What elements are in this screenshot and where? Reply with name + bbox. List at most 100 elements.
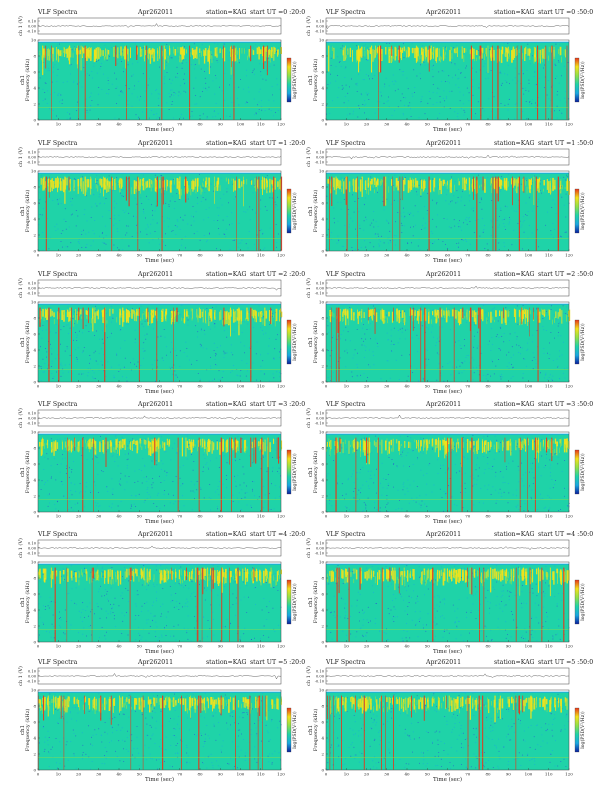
chart-title: VLF Spectra [37,271,78,278]
y-axis-label: ch1 [308,725,314,735]
x-axis-label: Time (sec) [145,388,174,395]
colorbar [286,579,292,625]
y-tick-label: 8 [33,576,36,581]
x-tick-label: 70 [465,122,471,127]
x-tick-label: 90 [218,122,224,127]
spectrogram-panel: VLF Spectra Apr262011 station=KAG start UT … [290,654,593,783]
x-tick-label: 100 [237,514,245,519]
x-tick-label: 80 [485,253,491,258]
x-tick-label: 10 [344,644,350,649]
y-tick-label: 4 [33,478,36,483]
x-tick-label: 120 [277,384,285,389]
waveform-axis-label: ch 1 (V) [305,666,312,686]
waveform-tick-label: -0.10 [27,161,37,165]
chart-station: station=KAG [206,271,247,278]
x-tick-label: 70 [177,644,183,649]
colorbar-label: log(PSD(V²/Hz)) [291,453,298,491]
x-tick-label: 120 [565,122,573,127]
y-tick-label: 4 [33,86,36,91]
x-tick-label: 120 [565,644,573,649]
chart-date: Apr262011 [137,659,173,666]
x-axis-label: Time (sec) [433,648,462,655]
spectrogram-panel: VLF Spectra Apr262011 station=KAG start UT … [2,654,305,783]
x-tick-label: 20 [76,644,82,649]
x-tick-label: 20 [364,122,370,127]
x-tick-label: 20 [364,253,370,258]
spectrogram-panel: VLF Spectra Apr262011 station=KAG start UT … [2,135,305,264]
waveform-tick-label: -0.10 [27,680,37,684]
x-tick-label: 70 [177,772,183,777]
colorbar-label: log(PSD(V²/Hz)) [579,711,586,749]
y-tick-label: 0 [33,380,36,385]
y-tick-label: 10 [319,169,325,174]
y-axis-label: Frequency (kHz) [24,190,31,233]
x-tick-label: 120 [277,772,285,777]
spectrogram-panel: VLF Spectra Apr262011 station=KAG start UT … [290,4,593,133]
x-tick-label: 60 [445,122,451,127]
x-tick-label: 80 [485,514,491,519]
waveform-tick-label: 0.10 [28,412,37,416]
waveform-trace [325,546,570,550]
spectrogram-image [38,40,282,120]
x-tick-label: 70 [177,253,183,258]
chart-date: Apr262011 [137,401,173,408]
colorbar [286,449,292,495]
x-tick-label: 30 [96,772,102,777]
x-axis-label: Time (sec) [145,776,174,783]
spectrogram-chart: VLF Spectra Apr262011 station=KAG start UT … [17,659,305,783]
y-tick-label: 0 [33,640,36,645]
y-tick-label: 8 [321,185,324,190]
y-tick-label: 10 [31,169,37,174]
x-tick-label: 50 [137,384,143,389]
waveform-tick-label: -0.10 [315,552,325,556]
y-tick-label: 6 [33,462,36,467]
waveform-axis-label: ch 1 (V) [17,147,24,167]
spectrogram-panel: VLF Spectra Apr262011 station=KAG start UT … [290,135,593,264]
waveform-tick-label: -0.10 [315,161,325,165]
waveform-tick-label: 0.00 [316,156,325,160]
x-tick-label: 40 [404,514,410,519]
waveform-trace [325,673,570,679]
x-tick-label: 50 [425,772,431,777]
y-tick-label: 8 [321,446,324,451]
y-tick-label: 8 [33,704,36,709]
waveform-axis-label: ch 1 (V) [305,408,312,428]
y-tick-label: 4 [321,736,324,741]
waveform-tick-label: -0.10 [27,422,37,426]
x-tick-label: 80 [197,514,203,519]
y-axis-label: ch1 [20,467,26,477]
spectrogram-panel: VLF Spectra Apr262011 station=KAG start UT … [2,266,305,395]
spectrogram-chart: VLF Spectra Apr262011 station=KAG start UT … [305,271,593,395]
spectrogram-chart: VLF Spectra Apr262011 station=KAG start UT … [305,659,593,783]
chart-title: VLF Spectra [37,140,78,147]
y-tick-label: 2 [33,494,36,499]
x-tick-label: 80 [485,384,491,389]
chart-station: station=KAG [494,659,535,666]
waveform-tick-label: 0.00 [316,287,325,291]
x-tick-label: 0 [37,772,40,777]
waveform-tick-label: 0.10 [28,282,37,286]
x-tick-label: 30 [384,772,390,777]
spectrogram-chart: VLF Spectra Apr262011 station=KAG start UT … [305,531,593,655]
y-tick-label: 6 [33,592,36,597]
y-tick-label: 0 [33,768,36,773]
chart-title: VLF Spectra [37,659,78,666]
x-tick-label: 10 [344,384,350,389]
y-tick-label: 2 [33,752,36,757]
x-axis-label: Time (sec) [433,776,462,783]
x-tick-label: 80 [485,772,491,777]
x-tick-label: 120 [277,644,285,649]
x-tick-label: 40 [404,253,410,258]
x-tick-label: 50 [425,644,431,649]
y-axis-label: ch1 [20,206,26,216]
chart-station: station=KAG [494,401,535,408]
x-tick-label: 0 [37,644,40,649]
y-axis-label: ch1 [308,597,314,607]
y-axis-label: ch1 [20,75,26,85]
x-tick-label: 0 [37,122,40,127]
chart-date: Apr262011 [425,9,461,16]
waveform-tick-label: -0.10 [315,292,325,296]
x-tick-label: 50 [425,384,431,389]
waveform-tick-label: 0.00 [28,675,37,679]
y-axis-label: ch1 [20,725,26,735]
